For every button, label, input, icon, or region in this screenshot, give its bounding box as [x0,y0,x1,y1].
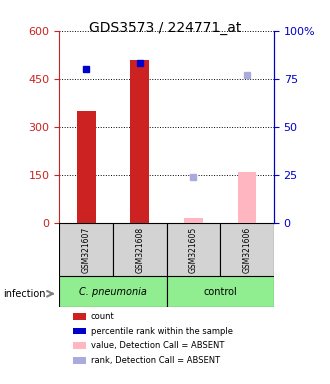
Text: GSM321607: GSM321607 [82,227,91,273]
Bar [130,60,149,223]
FancyBboxPatch shape [167,223,220,276]
Text: GSM321606: GSM321606 [243,227,251,273]
Text: infection: infection [3,289,46,299]
Text: percentile rank within the sample: percentile rank within the sample [91,327,233,336]
Text: C. pneumonia: C. pneumonia [79,287,147,297]
FancyBboxPatch shape [59,223,113,276]
Text: rank, Detection Call = ABSENT: rank, Detection Call = ABSENT [91,356,220,365]
Bar [184,218,203,223]
Text: GSM321605: GSM321605 [189,227,198,273]
Bar [77,111,96,223]
Text: count: count [91,312,115,321]
Text: GDS3573 / 224771_at: GDS3573 / 224771_at [89,21,241,35]
FancyBboxPatch shape [167,276,274,307]
Text: GSM321608: GSM321608 [135,227,144,273]
FancyBboxPatch shape [59,276,167,307]
Text: control: control [203,287,237,297]
Bar [238,172,256,223]
Text: value, Detection Call = ABSENT: value, Detection Call = ABSENT [91,341,224,351]
FancyBboxPatch shape [220,223,274,276]
FancyBboxPatch shape [113,223,167,276]
